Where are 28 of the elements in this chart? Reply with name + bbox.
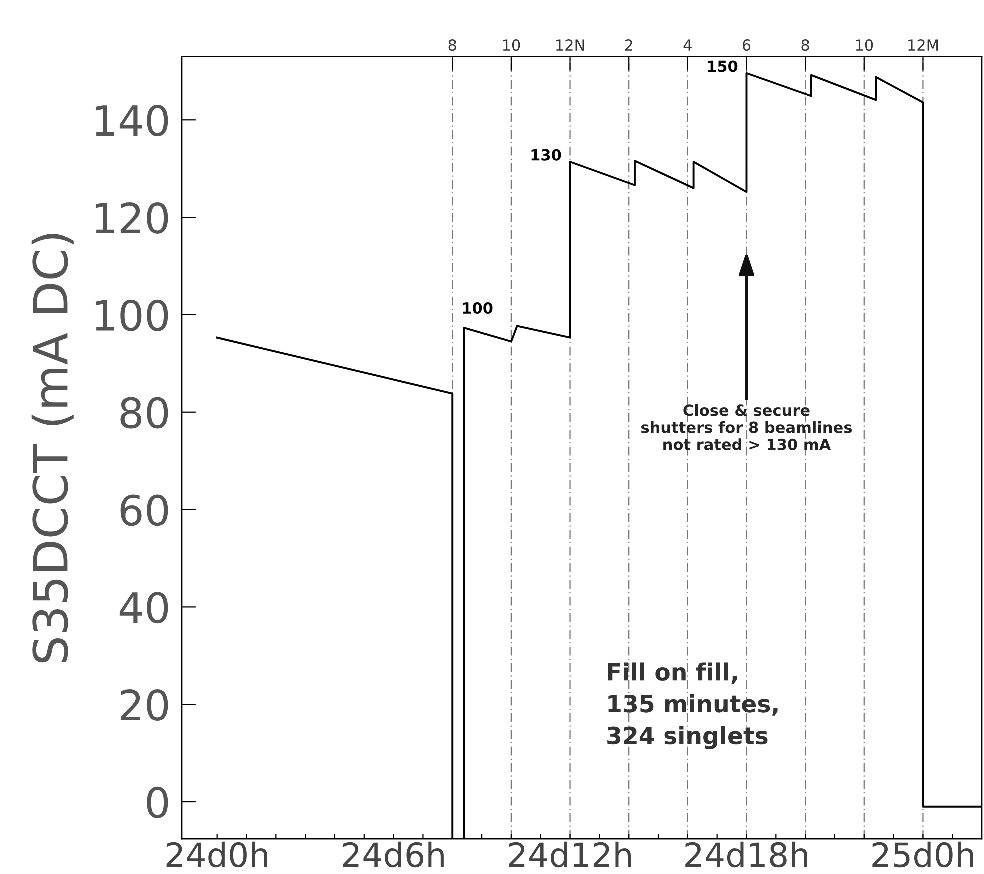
x2-tick-label: 8: [448, 40, 456, 52]
x2-tick-label: 8: [802, 40, 810, 52]
x2-tick-label: 6: [742, 40, 751, 52]
x-tick-label: 25d0h: [872, 842, 974, 868]
x-tick-label: 24d6h: [343, 842, 444, 868]
y-tick-label: 120: [96, 202, 168, 234]
annotation: Close & secure shutters for 8 beamlines not rated > 130 mA: [642, 404, 852, 450]
x2-tick-label: 2: [625, 40, 632, 51]
y-axis-title: S35DCCT (mA DC): [32, 234, 74, 663]
annotation: 100: [463, 302, 493, 314]
x2-tick-label: 12N: [556, 40, 584, 51]
annotation: Fill on fill, 135 minutes, 324 singlets: [608, 662, 778, 750]
annotation: 150: [708, 60, 738, 72]
x2-tick-label: 4: [684, 40, 692, 51]
x2-tick-label: 10: [503, 40, 520, 52]
x2-tick-label: 10: [856, 40, 874, 52]
x-tick-label: 24d18h: [686, 842, 808, 868]
annotation: 130: [532, 149, 562, 161]
x2-tick-label: 12M: [908, 40, 938, 51]
y-tick-label: 80: [120, 397, 168, 429]
y-tick-label: 40: [120, 592, 168, 624]
y-tick-label: 0: [147, 786, 168, 818]
x-tick-label: 24d12h: [509, 842, 631, 868]
y-tick-label: 20: [120, 690, 168, 722]
x-tick-label: 24d0h: [166, 842, 268, 868]
y-tick-label: 140: [96, 105, 168, 137]
y-tick-label: 60: [120, 494, 168, 526]
y-tick-label: 100: [96, 300, 168, 332]
